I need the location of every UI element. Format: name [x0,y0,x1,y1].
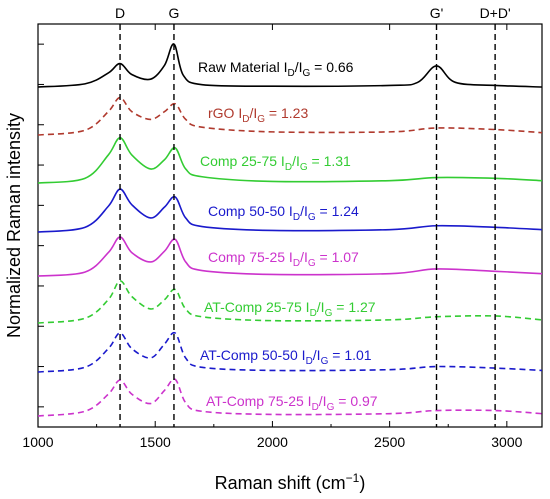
x-tick-label: 1500 [140,434,171,450]
series-label-at-comp-50-50: AT-Comp 50-50 ID/IG = 1.01 [200,347,372,367]
series-label-comp-25-75: Comp 25-75 ID/IG = 1.31 [200,153,351,173]
x-tick-label: 3000 [491,434,522,450]
tick-layer: 1000 1500 2000 2500 3000 [22,24,523,450]
x-tick-label: 2000 [257,434,288,450]
y-axis-title: Normalized Raman intensity [4,113,24,338]
spectrum-line-comp-25-75 [37,136,543,184]
peak-label-d: D [115,5,125,21]
series-layer [37,43,543,417]
series-label-layer: Raw Material ID/IG = 0.66 rGO ID/IG = 1.2… [198,59,378,413]
peak-label-g: G [169,5,180,21]
x-tick-label: 1000 [22,434,53,450]
spectrum-line-at-comp-50-50 [37,331,543,373]
spectrum-line-at-comp-25-75 [37,280,543,324]
spectrum-line-comp-50-50 [37,188,543,233]
peak-marker-layer: D G G' D+D' [115,5,511,427]
series-label-comp-75-25: Comp 75-25 ID/IG = 1.07 [208,249,359,269]
peak-label-g-: G' [430,5,444,21]
x-tick-label: 2500 [374,434,405,450]
spectrum-line-raw-material [37,43,543,88]
spectrum-line-at-comp-75-25 [37,378,543,417]
spectrum-line-comp-75-25 [37,236,543,277]
series-label-raw-material: Raw Material ID/IG = 0.66 [198,59,354,79]
plot-frame [37,23,543,428]
peak-label-d-d-: D+D' [480,5,511,21]
series-label-at-comp-75-25: AT-Comp 75-25 ID/IG = 0.97 [206,393,378,413]
series-label-rgo: rGO ID/IG = 1.23 [208,105,308,125]
x-axis-title: Raman shift (cm−1) [215,471,366,493]
series-label-comp-50-50: Comp 50-50 ID/IG = 1.24 [208,203,359,223]
spectrum-line-rgo [37,96,543,136]
series-label-at-comp-25-75: AT-Comp 25-75 ID/IG = 1.27 [204,299,376,319]
